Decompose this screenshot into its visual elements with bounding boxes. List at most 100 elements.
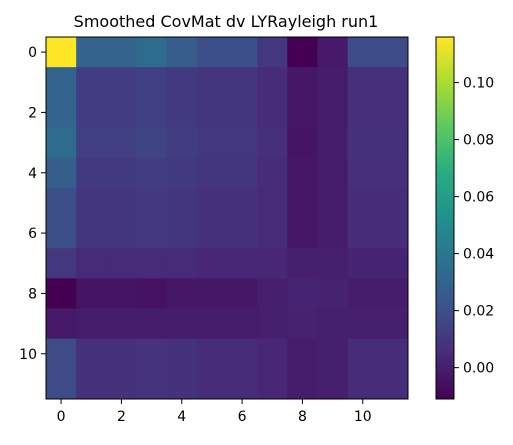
heatmap-cell-6-1 [76, 218, 107, 249]
heatmap-cell-4-3 [136, 157, 168, 189]
heatmap-cell-3-11 [377, 127, 409, 159]
heatmap-cell-1-4 [166, 67, 198, 98]
heatmap-cell-9-10 [347, 308, 379, 340]
heatmap-cell-5-11 [377, 187, 409, 219]
heatmap-cell-7-7 [257, 248, 288, 279]
heatmap-cell-4-9 [317, 157, 349, 189]
y-tick-label-0: 0 [28, 45, 37, 61]
heatmap-cell-10-2 [106, 338, 137, 370]
heatmap-cell-4-11 [377, 157, 409, 189]
heatmap-cell-4-5 [196, 157, 228, 189]
heatmap-cell-9-5 [196, 308, 228, 340]
heatmap-cell-6-3 [136, 218, 168, 249]
heatmap-cell-4-2 [106, 157, 137, 189]
heatmap-cell-0-8 [287, 37, 318, 68]
heatmap-cell-8-9 [317, 278, 349, 309]
heatmap-cell-4-0 [46, 157, 77, 189]
heatmap-cell-7-8 [287, 248, 318, 279]
heatmap-cell-9-11 [377, 308, 409, 340]
heatmap-cell-8-7 [257, 278, 288, 309]
heatmap-cell-1-3 [136, 67, 168, 98]
heatmap-cell-1-11 [377, 67, 409, 98]
heatmap-cell-2-3 [136, 97, 168, 128]
heatmap-cell-11-0 [46, 368, 77, 400]
heatmap-cell-5-1 [76, 187, 107, 219]
heatmap-cell-10-11 [377, 338, 409, 370]
heatmap-cell-6-8 [287, 218, 318, 249]
heatmap-cell-5-7 [257, 187, 288, 219]
heatmap-cell-10-0 [46, 338, 77, 370]
heatmap-cell-7-3 [136, 248, 168, 279]
heatmap-cell-7-9 [317, 248, 349, 279]
heatmap-cell-11-4 [166, 368, 198, 400]
heatmap-cell-2-11 [377, 97, 409, 128]
heatmap-cell-11-2 [106, 368, 137, 400]
heatmap-cell-2-10 [347, 97, 379, 128]
heatmap-cell-7-4 [166, 248, 198, 279]
heatmap-cell-4-4 [166, 157, 198, 189]
heatmap-cell-10-7 [257, 338, 288, 370]
heatmap-cell-2-8 [287, 97, 318, 128]
heatmap-cell-0-7 [257, 37, 288, 68]
x-axis: 0 2 4 6 8 10 [57, 399, 372, 425]
heatmap-cell-8-0 [46, 278, 77, 309]
heatmap-cell-8-2 [106, 278, 137, 309]
heatmap-cell-5-2 [106, 187, 137, 219]
heatmap-cell-0-10 [347, 37, 379, 68]
heatmap-cell-4-1 [76, 157, 107, 189]
heatmap-cell-5-6 [227, 187, 258, 219]
heatmap-cell-3-0 [46, 127, 77, 159]
heatmap-cell-6-11 [377, 218, 409, 249]
heatmap-cell-6-9 [317, 218, 349, 249]
heatmap-cell-6-6 [227, 218, 258, 249]
heatmap-cell-1-7 [257, 67, 288, 98]
colorbar-tick-label-4: 0.08 [463, 133, 494, 149]
heatmap-cell-9-1 [76, 308, 107, 340]
heatmap-cell-0-1 [76, 37, 107, 68]
heatmap-cell-10-10 [347, 338, 379, 370]
colorbar-axis: 0.00 0.02 0.04 0.06 0.08 0.10 [454, 76, 494, 377]
heatmap-cell-3-8 [287, 127, 318, 159]
heatmap-cell-9-6 [227, 308, 258, 340]
heatmap-cell-3-6 [227, 127, 258, 159]
heatmap-cell-10-6 [227, 338, 258, 370]
colorbar-tick-label-5: 0.10 [463, 76, 494, 92]
heatmap-cell-2-5 [196, 97, 228, 128]
heatmap-cell-8-6 [227, 278, 258, 309]
heatmap-cell-0-9 [317, 37, 349, 68]
heatmap-cell-4-8 [287, 157, 318, 189]
heatmap-cell-2-0 [46, 97, 77, 128]
heatmap-cell-1-9 [317, 67, 349, 98]
heatmap-cell-11-3 [136, 368, 168, 400]
x-tick-label-4: 8 [298, 409, 307, 425]
x-tick-label-1: 2 [117, 409, 126, 425]
chart-title: Smoothed CovMat dv LYRayleigh run1 [74, 12, 379, 31]
heatmap-cell-9-4 [166, 308, 198, 340]
heatmap-cell-1-6 [227, 67, 258, 98]
heatmap-cell-8-10 [347, 278, 379, 309]
y-tick-label-3: 6 [28, 226, 37, 242]
heatmap-cell-7-6 [227, 248, 258, 279]
heatmap-cell-3-3 [136, 127, 168, 159]
heatmap-cell-5-8 [287, 187, 318, 219]
heatmap-cell-11-1 [76, 368, 107, 400]
heatmap-cell-7-1 [76, 248, 107, 279]
heatmap-cell-7-5 [196, 248, 228, 279]
heatmap-cell-10-8 [287, 338, 318, 370]
heatmap-cell-5-3 [136, 187, 168, 219]
heatmap-cell-11-11 [377, 368, 409, 400]
heatmap-cell-7-10 [347, 248, 379, 279]
heatmap-cell-11-8 [287, 368, 318, 400]
heatmap-cell-1-8 [287, 67, 318, 98]
y-axis: 0 2 4 6 8 10 [19, 45, 46, 363]
y-tick-label-5: 10 [19, 347, 37, 363]
heatmap-cell-3-2 [106, 127, 137, 159]
heatmap-cell-2-1 [76, 97, 107, 128]
heatmap-cell-3-10 [347, 127, 379, 159]
heatmap-cell-1-2 [106, 67, 137, 98]
heatmap-cell-6-5 [196, 218, 228, 249]
heatmap-cell-9-9 [317, 308, 349, 340]
heatmap-cell-3-5 [196, 127, 228, 159]
heatmap-cell-2-4 [166, 97, 198, 128]
heatmap-cell-10-3 [136, 338, 168, 370]
